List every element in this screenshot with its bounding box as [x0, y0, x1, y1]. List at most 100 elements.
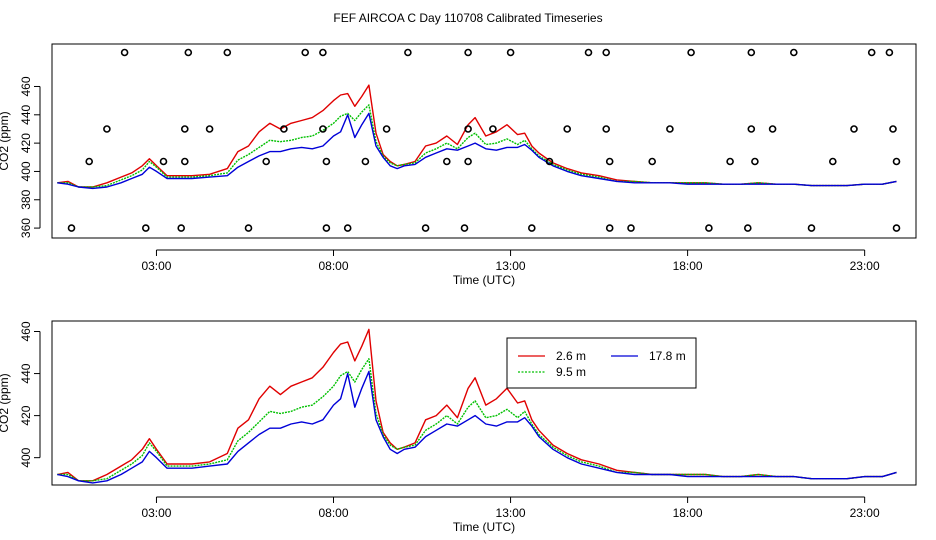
top-marker-point [527, 224, 536, 232]
bottom-series-line-17-8-m [57, 370, 897, 484]
top-marker-point [602, 48, 611, 57]
top-marker-point [262, 157, 271, 166]
top-marker-point [181, 157, 189, 166]
top-series-line-2-6-m [57, 84, 897, 188]
top-marker-point [747, 48, 756, 57]
top-marker-point [464, 125, 472, 133]
top-marker-point [807, 224, 816, 232]
bottom-x-tick-label: 03:00 [141, 506, 171, 520]
bottom-x-tick-label: 23:00 [850, 506, 880, 520]
top-marker-point [892, 157, 901, 166]
top-marker-point [120, 48, 129, 57]
top-marker-point [605, 224, 614, 232]
top-marker-point [747, 125, 756, 133]
top-marker-point [563, 125, 572, 133]
top-plot-frame [51, 43, 917, 239]
top-marker-point [159, 157, 168, 166]
top-marker-point [789, 48, 798, 57]
legend-label-2-6m: 2.6 m [556, 349, 586, 363]
top-marker-point [67, 224, 76, 232]
top-marker-point [627, 224, 635, 232]
legend: 2.6 m 17.8 m 9.5 m [506, 337, 697, 389]
top-marker-point [768, 125, 777, 133]
top-marker-point [506, 48, 515, 57]
top-marker-point [322, 157, 331, 166]
top-x-tick-label: 13:00 [496, 259, 526, 273]
bottom-x-tick-label: 18:00 [673, 506, 703, 520]
top-marker-point [460, 224, 469, 232]
top-marker-point [743, 224, 752, 232]
top-marker-point [605, 157, 614, 166]
top-y-axis-label: CO2 (ppm) [0, 111, 11, 170]
top-marker-point [648, 157, 657, 166]
legend-label-9-5m: 9.5 m [556, 365, 586, 379]
top-marker-point [885, 48, 894, 57]
top-x-tick-label: 03:00 [141, 259, 171, 273]
top-marker-point [343, 224, 352, 232]
top-marker-point [404, 48, 412, 57]
top-marker-point [244, 224, 253, 232]
top-marker-point [85, 157, 93, 166]
top-x-tick-label: 23:00 [850, 259, 880, 273]
top-marker-point [177, 224, 185, 232]
top-y-tick-label: 460 [19, 76, 33, 96]
top-y-tick-label: 400 [19, 161, 33, 181]
top-marker-point [382, 125, 391, 133]
top-marker-point [361, 157, 370, 166]
top-marker-point [889, 125, 897, 133]
top-x-axis-label: Time (UTC) [453, 273, 515, 287]
top-marker-point [666, 125, 674, 133]
bottom-y-tick-label: 460 [19, 321, 33, 341]
top-marker-point [726, 157, 734, 166]
bottom-x-axis-label: Time (UTC) [453, 520, 515, 534]
bottom-y-tick-label: 420 [19, 405, 33, 425]
top-marker-point [223, 48, 232, 57]
top-marker-point [545, 157, 554, 166]
top-marker-point [103, 125, 111, 133]
top-marker-point [205, 125, 214, 133]
top-marker-point [421, 224, 430, 232]
top-marker-point [687, 48, 695, 57]
bottom-series-line-2-6-m [57, 328, 897, 482]
top-x-tick-label: 18:00 [673, 259, 703, 273]
top-marker-point [280, 125, 288, 133]
top-marker-point [850, 125, 858, 133]
top-marker-point [464, 157, 472, 166]
top-y-tick-label: 420 [19, 133, 33, 153]
top-marker-point [301, 48, 310, 57]
top-marker-point [322, 224, 331, 232]
top-y-tick-label: 360 [19, 218, 33, 238]
top-series-line-17-8-m [57, 112, 897, 190]
bottom-y-axis-label: CO2 (ppm) [0, 373, 11, 432]
top-marker-point [464, 48, 472, 57]
top-marker-point [892, 224, 901, 232]
bottom-x-tick-label: 08:00 [318, 506, 348, 520]
bottom-panel-co2-timeseries: 03:00 08:00 13:00 18:00 23:00 Time (UTC) 400 42… [0, 320, 917, 534]
top-marker-point [751, 157, 759, 166]
top-series-line-9-5-m [57, 104, 897, 188]
legend-box [506, 337, 697, 389]
top-marker-point [489, 125, 497, 133]
top-marker-point [142, 224, 150, 232]
top-marker-point [319, 125, 327, 133]
top-marker-point [867, 48, 876, 57]
top-marker-point [584, 48, 593, 57]
bottom-y-tick-label: 400 [19, 447, 33, 467]
figure-title: FEF AIRCOA C Day 110708 Calibrated Times… [333, 11, 602, 25]
bottom-plot-frame [51, 320, 917, 486]
top-marker-point [705, 224, 713, 232]
legend-label-17-8m: 17.8 m [649, 349, 686, 363]
top-y-tick-label: 380 [19, 189, 33, 209]
top-x-tick-label: 08:00 [318, 259, 348, 273]
top-marker-point [442, 157, 451, 166]
top-panel-co2-timeseries: 03:00 08:00 13:00 18:00 23:00 Time (UTC) 360 38… [0, 43, 917, 287]
top-marker-point [828, 157, 837, 166]
bottom-y-tick-label: 440 [19, 363, 33, 383]
top-marker-point [602, 125, 611, 133]
bottom-series-line-9-5-m [57, 358, 897, 482]
bottom-x-tick-label: 13:00 [496, 506, 526, 520]
top-marker-point [181, 125, 189, 133]
top-marker-point [184, 48, 193, 57]
top-y-tick-label: 440 [19, 104, 33, 124]
